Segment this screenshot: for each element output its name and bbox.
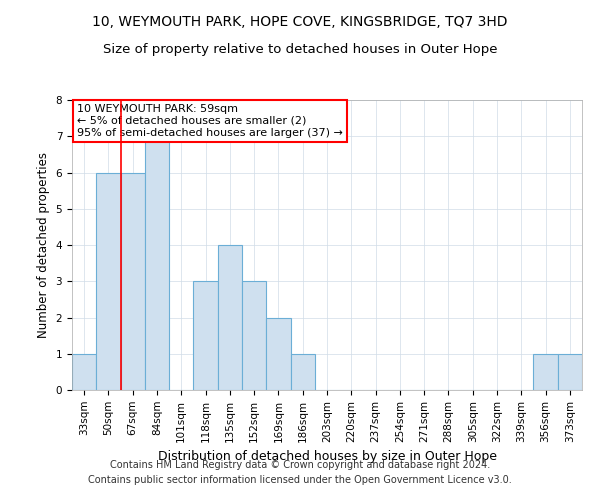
Bar <box>558 354 582 390</box>
Bar <box>121 172 145 390</box>
Bar <box>96 172 121 390</box>
Bar <box>193 281 218 390</box>
X-axis label: Distribution of detached houses by size in Outer Hope: Distribution of detached houses by size … <box>157 450 497 463</box>
Y-axis label: Number of detached properties: Number of detached properties <box>37 152 50 338</box>
Bar <box>266 318 290 390</box>
Bar <box>242 281 266 390</box>
Text: 10 WEYMOUTH PARK: 59sqm
← 5% of detached houses are smaller (2)
95% of semi-deta: 10 WEYMOUTH PARK: 59sqm ← 5% of detached… <box>77 104 343 138</box>
Bar <box>218 245 242 390</box>
Text: Contains HM Land Registry data © Crown copyright and database right 2024.
Contai: Contains HM Land Registry data © Crown c… <box>88 460 512 485</box>
Text: 10, WEYMOUTH PARK, HOPE COVE, KINGSBRIDGE, TQ7 3HD: 10, WEYMOUTH PARK, HOPE COVE, KINGSBRIDG… <box>92 15 508 29</box>
Bar <box>533 354 558 390</box>
Bar <box>145 136 169 390</box>
Bar <box>72 354 96 390</box>
Text: Size of property relative to detached houses in Outer Hope: Size of property relative to detached ho… <box>103 42 497 56</box>
Bar <box>290 354 315 390</box>
